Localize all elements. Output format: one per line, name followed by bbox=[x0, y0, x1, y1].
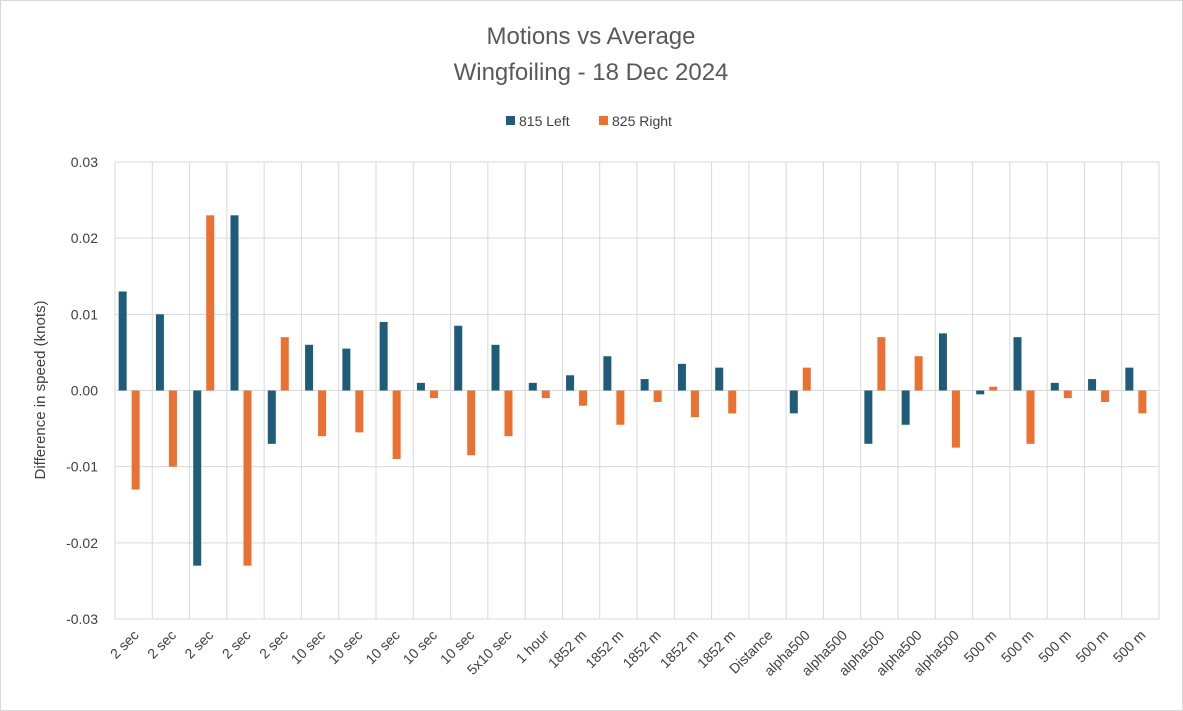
x-tick-label: 1852 m bbox=[545, 627, 589, 671]
bar-815-left bbox=[1050, 382, 1059, 391]
x-tick-label: 2 sec bbox=[144, 627, 179, 662]
y-tick-label: -0.01 bbox=[66, 459, 98, 475]
bar-815-left bbox=[454, 325, 463, 391]
legend-swatch bbox=[506, 116, 515, 125]
bar-815-left bbox=[976, 390, 985, 395]
y-tick-label: 0.02 bbox=[71, 230, 98, 246]
legend-label: 815 Left bbox=[519, 113, 570, 129]
bar-815-left bbox=[789, 390, 798, 414]
bar-825-right bbox=[690, 390, 699, 418]
bar-825-right bbox=[1138, 390, 1147, 414]
bar-815-left bbox=[491, 344, 500, 391]
bar-825-right bbox=[467, 390, 476, 456]
bar-825-right bbox=[168, 390, 177, 467]
bar-825-right bbox=[914, 356, 923, 391]
bar-815-left bbox=[640, 379, 649, 391]
legend: 815 Left 825 Right bbox=[506, 113, 672, 129]
bar-815-left bbox=[901, 390, 910, 425]
bar-815-left bbox=[715, 367, 724, 391]
bar-815-left bbox=[193, 390, 202, 566]
bar-815-left bbox=[938, 333, 947, 391]
bar-815-left bbox=[118, 291, 127, 391]
bar-815-left bbox=[1088, 379, 1097, 391]
bar-815-left bbox=[566, 375, 575, 391]
bar-825-right bbox=[504, 390, 513, 437]
x-tick-label: 2 sec bbox=[219, 627, 254, 662]
x-tick-label: 10 sec bbox=[362, 627, 402, 667]
bar-825-right bbox=[355, 390, 364, 433]
y-axis-ticks: 0.03 0.02 0.01 0.00 -0.01 -0.02 -0.03 bbox=[66, 154, 98, 627]
x-tick-label: 1852 m bbox=[582, 627, 626, 671]
x-tick-label: 1852 m bbox=[657, 627, 701, 671]
bar-825-right bbox=[728, 390, 737, 414]
grid-lines bbox=[114, 161, 1160, 620]
bar-815-left bbox=[230, 215, 239, 391]
x-tick-label: 2 sec bbox=[256, 627, 291, 662]
legend-label: 825 Right bbox=[612, 113, 672, 129]
y-tick-label: 0.01 bbox=[71, 306, 98, 322]
x-tick-label: 500 m bbox=[960, 627, 999, 666]
y-tick-label: 0.03 bbox=[71, 154, 98, 170]
bar-825-right bbox=[1101, 390, 1110, 402]
x-tick-label: 10 sec bbox=[288, 627, 328, 667]
bar-815-left bbox=[677, 363, 686, 391]
bar-815-left bbox=[155, 314, 164, 391]
x-tick-label: 500 m bbox=[998, 627, 1037, 666]
bar-825-right bbox=[1026, 390, 1035, 444]
bar-825-right bbox=[280, 337, 289, 391]
bar-825-right bbox=[541, 390, 550, 399]
chart-subtitle: Wingfoiling - 18 Dec 2024 bbox=[454, 59, 729, 86]
bar-815-left bbox=[267, 390, 276, 444]
bar-825-right bbox=[429, 390, 438, 399]
bar-825-right bbox=[579, 390, 588, 406]
bar-825-right bbox=[206, 215, 215, 391]
x-tick-label: 500 m bbox=[1110, 627, 1149, 666]
bar-815-left bbox=[1125, 367, 1134, 391]
bar-825-right bbox=[1063, 390, 1072, 399]
bar-825-right bbox=[243, 390, 252, 566]
bar-825-right bbox=[318, 390, 327, 437]
x-tick-label: 2 sec bbox=[181, 627, 216, 662]
bar-825-right bbox=[653, 390, 662, 402]
x-tick-label: 1852 m bbox=[619, 627, 663, 671]
bar-815-left bbox=[1013, 337, 1022, 391]
x-tick-label: 10 sec bbox=[325, 627, 365, 667]
x-tick-label: 10 sec bbox=[400, 627, 440, 667]
bar-815-left bbox=[864, 390, 873, 444]
bar-825-right bbox=[951, 390, 960, 448]
chart-title: Motions vs Average bbox=[486, 23, 695, 50]
bar-815-left bbox=[342, 348, 351, 391]
x-tick-label: 500 m bbox=[1072, 627, 1111, 666]
y-tick-label: -0.02 bbox=[66, 535, 98, 551]
bar-825-right bbox=[616, 390, 625, 425]
bar-815-left bbox=[305, 344, 314, 391]
bar-825-right bbox=[392, 390, 401, 460]
y-tick-label: -0.03 bbox=[66, 611, 98, 627]
legend-swatch bbox=[599, 116, 608, 125]
y-tick-label: 0.00 bbox=[71, 383, 98, 399]
bar-825-right bbox=[989, 386, 998, 391]
bar-825-right bbox=[877, 337, 886, 391]
y-axis-title: Difference in speed (knots) bbox=[32, 301, 49, 480]
bar-815-left bbox=[603, 356, 612, 391]
bar-815-left bbox=[528, 382, 537, 391]
bar-815-left bbox=[416, 382, 425, 391]
bar-825-right bbox=[131, 390, 140, 490]
x-tick-label: 2 sec bbox=[107, 627, 142, 662]
bar-815-left bbox=[379, 321, 388, 391]
bars bbox=[118, 215, 1147, 566]
x-tick-label: 500 m bbox=[1035, 627, 1074, 666]
bar-825-right bbox=[802, 367, 811, 391]
